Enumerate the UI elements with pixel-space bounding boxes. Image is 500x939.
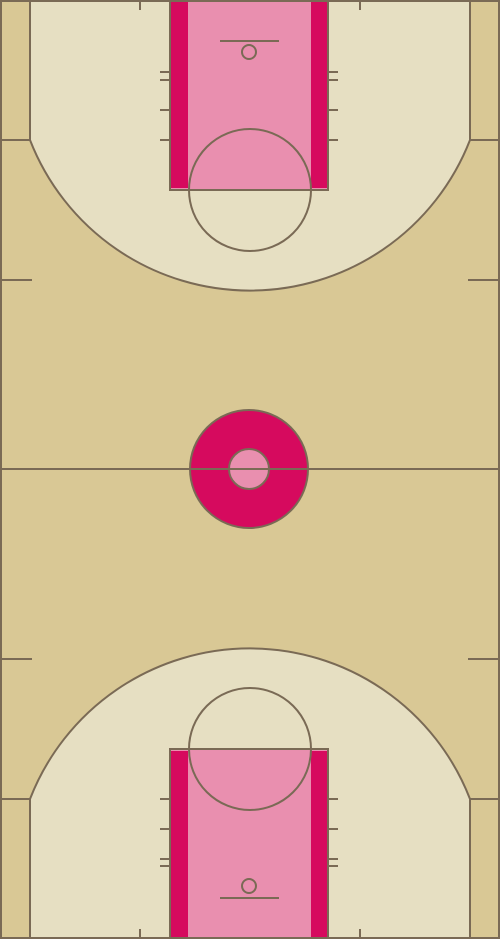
paint-band-right-bottom [311, 751, 328, 937]
paint-outline-bottom [169, 748, 329, 939]
basketball-hoop-icon [241, 878, 257, 894]
free-throw-upper-half-bottom [190, 689, 310, 749]
three-point-line-bottom [29, 647, 471, 939]
paint-band-left-bottom [170, 751, 188, 937]
paint-bottom [160, 687, 338, 939]
paint-outline-top [169, 0, 329, 191]
paint-band-left-top [170, 2, 188, 188]
three-point-line-top [29, 0, 471, 292]
basketball-hoop-icon [241, 44, 257, 60]
paint-band-right-top [311, 2, 328, 188]
paint-top [160, 0, 338, 252]
free-throw-lower-half-top [190, 190, 310, 250]
